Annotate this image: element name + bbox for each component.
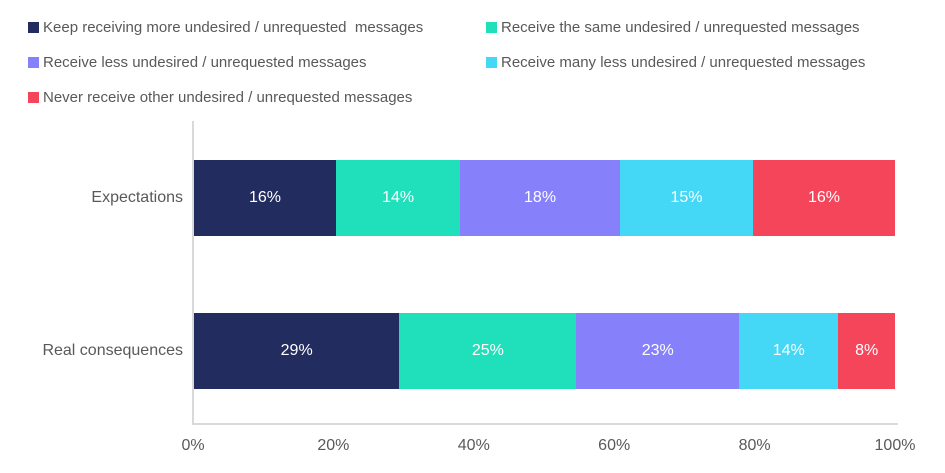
bar-segment-label: 14% (772, 342, 805, 359)
bar-segment-label: 16% (248, 189, 281, 206)
legend-item-label: Receive the same undesired / unrequested… (501, 19, 860, 36)
bar-segment-label: 18% (524, 189, 557, 206)
x-axis-line (192, 423, 898, 425)
y-axis-line (192, 121, 194, 425)
category-label: Real consequences (42, 342, 183, 359)
legend-item: Never receive other undesired / unreques… (28, 87, 486, 108)
bar-segment: 16% (194, 160, 336, 236)
bar-segment: 15% (619, 160, 753, 236)
legend-item: Keep receiving more undesired / unreques… (28, 17, 486, 38)
legend-item-label: Receive less undesired / unrequested mes… (43, 54, 367, 71)
x-axis-tick-label: 0% (181, 437, 205, 454)
legend-swatch-icon (486, 57, 497, 68)
stacked-bar-0: 16% 14% 18% 15% 16% (194, 160, 895, 236)
legend-swatch-icon (28, 57, 39, 68)
bar-segment: 14% (739, 313, 839, 389)
x-axis-tick-label: 60% (598, 437, 631, 454)
bar-segment-label: 29% (280, 342, 313, 359)
legend-item: Receive less undesired / unrequested mes… (28, 52, 486, 73)
category-label: Expectations (91, 189, 183, 206)
bar-segment: 8% (838, 313, 895, 389)
x-axis-tick-label: 80% (738, 437, 771, 454)
bar-segment: 18% (460, 160, 620, 236)
bar-segment-label: 16% (807, 189, 840, 206)
chart-legend: Keep receiving more undesired / unreques… (28, 17, 865, 108)
bar-segment: 29% (194, 313, 400, 389)
bar-segment: 14% (335, 160, 461, 236)
bar-segment: 25% (399, 313, 577, 389)
stacked-bar-1: 29% 25% 23% 14% 8% (194, 313, 895, 389)
bar-segment-label: 8% (855, 342, 879, 359)
legend-swatch-icon (28, 92, 39, 103)
bar-segment-label: 15% (670, 189, 703, 206)
x-axis-tick-label: 40% (457, 437, 490, 454)
bar-segment-label: 25% (471, 342, 504, 359)
legend-swatch-icon (28, 22, 39, 33)
bar-segment: 23% (576, 313, 740, 389)
bar-segment: 16% (753, 160, 895, 236)
legend-swatch-icon (486, 22, 497, 33)
x-axis-tick-label: 100% (874, 437, 916, 454)
legend-item: Receive the same undesired / unrequested… (486, 17, 865, 38)
legend-item-label: Receive many less undesired / unrequeste… (501, 54, 866, 71)
legend-item-label: Keep receiving more undesired / unreques… (43, 19, 424, 36)
legend-item: Receive many less undesired / unrequeste… (486, 52, 865, 73)
bar-segment-label: 23% (641, 342, 674, 359)
x-axis-tick-label: 20% (317, 437, 350, 454)
legend-item-label: Never receive other undesired / unreques… (43, 89, 413, 106)
bar-segment-label: 14% (382, 189, 415, 206)
